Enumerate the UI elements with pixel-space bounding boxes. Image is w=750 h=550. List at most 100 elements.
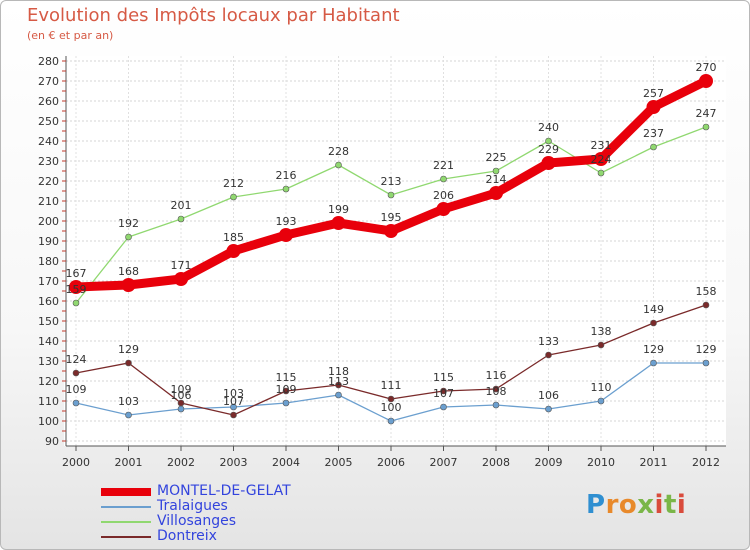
data-label: 129 [643,343,664,356]
data-point [440,175,447,183]
data-point [597,397,605,405]
data-label: 240 [538,121,559,134]
y-tick-label: 200 [38,215,59,228]
data-label: 133 [538,335,559,348]
data-point [335,391,342,399]
data-point [387,417,395,425]
logo-letter: t [663,490,677,520]
data-point [230,403,237,411]
data-point [72,399,80,407]
data-point [492,385,500,393]
x-tick-label: 2006 [377,456,405,469]
data-point [545,405,552,413]
x-tick-label: 2011 [640,456,668,469]
data-point [387,395,395,403]
legend-item: Villosanges [101,513,361,530]
data-label: 214 [486,173,507,186]
data-label: 129 [696,343,717,356]
legend-swatch [101,488,151,496]
data-label: 110 [591,381,612,394]
data-label: 111 [381,379,402,392]
legend-swatch [101,536,151,538]
x-tick-label: 2002 [167,456,195,469]
x-tick-label: 2005 [325,456,353,469]
data-point [121,278,136,292]
data-point [331,216,346,230]
y-tick-label: 260 [38,95,59,108]
data-point [440,387,447,395]
x-tick-label: 2000 [62,456,90,469]
data-label: 216 [276,169,297,182]
data-label: 118 [328,365,349,378]
y-tick-label: 160 [38,295,59,308]
data-label: 103 [223,387,244,400]
data-point [230,193,237,201]
data-point [72,299,80,307]
data-point [650,143,657,151]
logo-letter: i [654,490,664,520]
data-point [702,301,710,309]
data-label: 221 [433,159,454,172]
legend-item: Dontreix [101,528,361,545]
data-label: 231 [591,139,612,152]
data-label: 103 [118,395,139,408]
data-point [125,233,132,241]
legend-label: Villosanges [157,513,237,529]
data-point [492,401,500,409]
data-label: 109 [66,383,87,396]
logo-letter: i [676,490,687,520]
data-point [282,387,290,395]
y-tick-label: 180 [38,255,59,268]
data-point [702,359,710,367]
data-label: 201 [171,199,192,212]
y-tick-label: 240 [38,135,59,148]
data-label: 107 [223,395,244,408]
data-label: 224 [591,153,612,166]
data-label: 107 [433,387,454,400]
legend-label: MONTEL-DE-GELAT [157,483,291,499]
data-label: 199 [328,203,349,216]
data-point [279,228,293,242]
data-point [177,405,185,413]
y-tick-label: 100 [38,415,59,428]
y-tick-label: 150 [38,315,59,328]
x-tick-label: 2007 [430,456,458,469]
y-tick-label: 270 [38,75,59,88]
legend-item: MONTEL-DE-GELAT [101,483,361,500]
legend-label: Tralaigues [157,498,228,514]
logo-letter: r [605,490,619,520]
chart-title: Evolution des Impôts locaux par Habitant [27,5,400,26]
x-tick-label: 2003 [220,456,248,469]
x-tick-label: 2009 [535,456,563,469]
data-label: 185 [223,231,244,244]
data-point [177,399,185,407]
data-label: 270 [696,61,717,74]
data-label: 129 [118,343,139,356]
data-point [226,244,241,258]
data-point [436,202,451,216]
data-label: 225 [486,151,507,164]
y-tick-label: 280 [38,55,59,68]
y-tick-label: 170 [38,275,59,288]
data-label: 171 [171,259,192,272]
data-point [125,359,132,367]
data-label: 115 [276,371,297,384]
data-point [440,403,447,411]
data-label: 195 [381,211,402,224]
data-point [384,224,398,238]
data-point [646,100,661,114]
x-tick-label: 2001 [115,456,143,469]
data-point [699,74,713,88]
logo-letter: x [637,490,655,520]
data-label: 109 [276,383,297,396]
data-label: 106 [171,389,192,402]
data-point [489,186,503,200]
data-label: 213 [381,175,402,188]
chart-legend: MONTEL-DE-GELAT Tralaigues Villosanges Dont… [101,483,361,545]
y-tick-label: 140 [38,335,59,348]
data-label: 124 [66,353,87,366]
legend-swatch [101,521,151,523]
data-label: 158 [696,285,717,298]
x-tick-label: 2012 [692,456,720,469]
data-label: 193 [276,215,297,228]
